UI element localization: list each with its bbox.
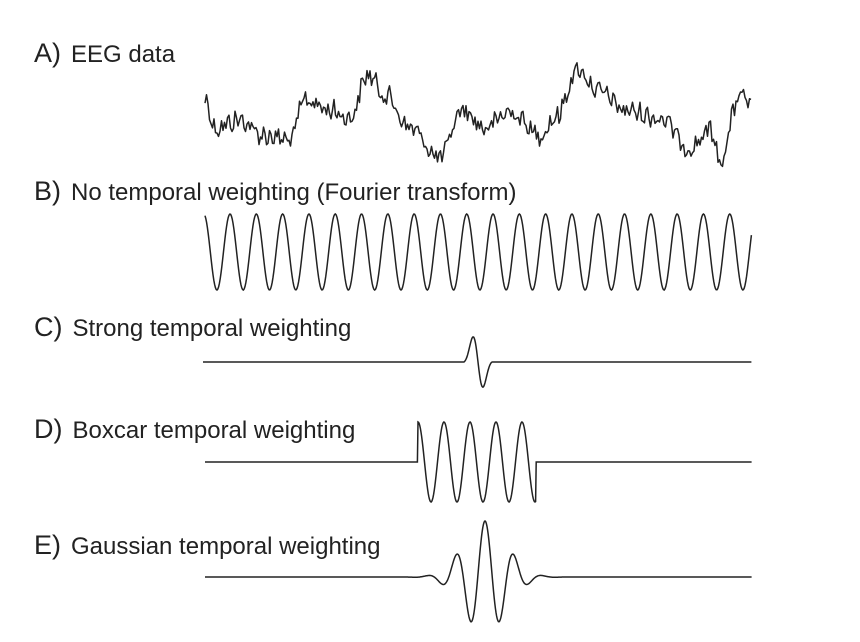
gaussian-weighting-waveform [205,520,752,623]
panel-d-label: D) Boxcar temporal weighting [34,414,355,445]
sine-waveform [204,213,753,291]
panel-e-label: E) Gaussian temporal weighting [34,530,381,561]
panel-b-label: B) No temporal weighting (Fourier transfo… [34,176,517,207]
panel-d-title: Boxcar temporal weighting [72,417,356,444]
panel-d-letter: D) [34,414,63,444]
eeg-waveform [204,62,752,168]
panel-a-letter: A) [34,38,61,68]
panel-b-letter: B) [34,176,61,206]
panel-a-label: A) EEG data [34,38,175,69]
boxcar-weighting-waveform [205,420,752,503]
panel-e-letter: E) [34,530,61,560]
panel-c-letter: C) [34,312,63,342]
panel-b-title: No temporal weighting (Fourier transform… [71,179,517,206]
panel-a-title: EEG data [71,41,176,68]
panel-c-label: C) Strong temporal weighting [34,312,351,343]
panel-c-title: Strong temporal weighting [72,315,352,342]
panel-e-title: Gaussian temporal weighting [71,533,381,560]
strong-weighting-waveform [203,336,752,388]
